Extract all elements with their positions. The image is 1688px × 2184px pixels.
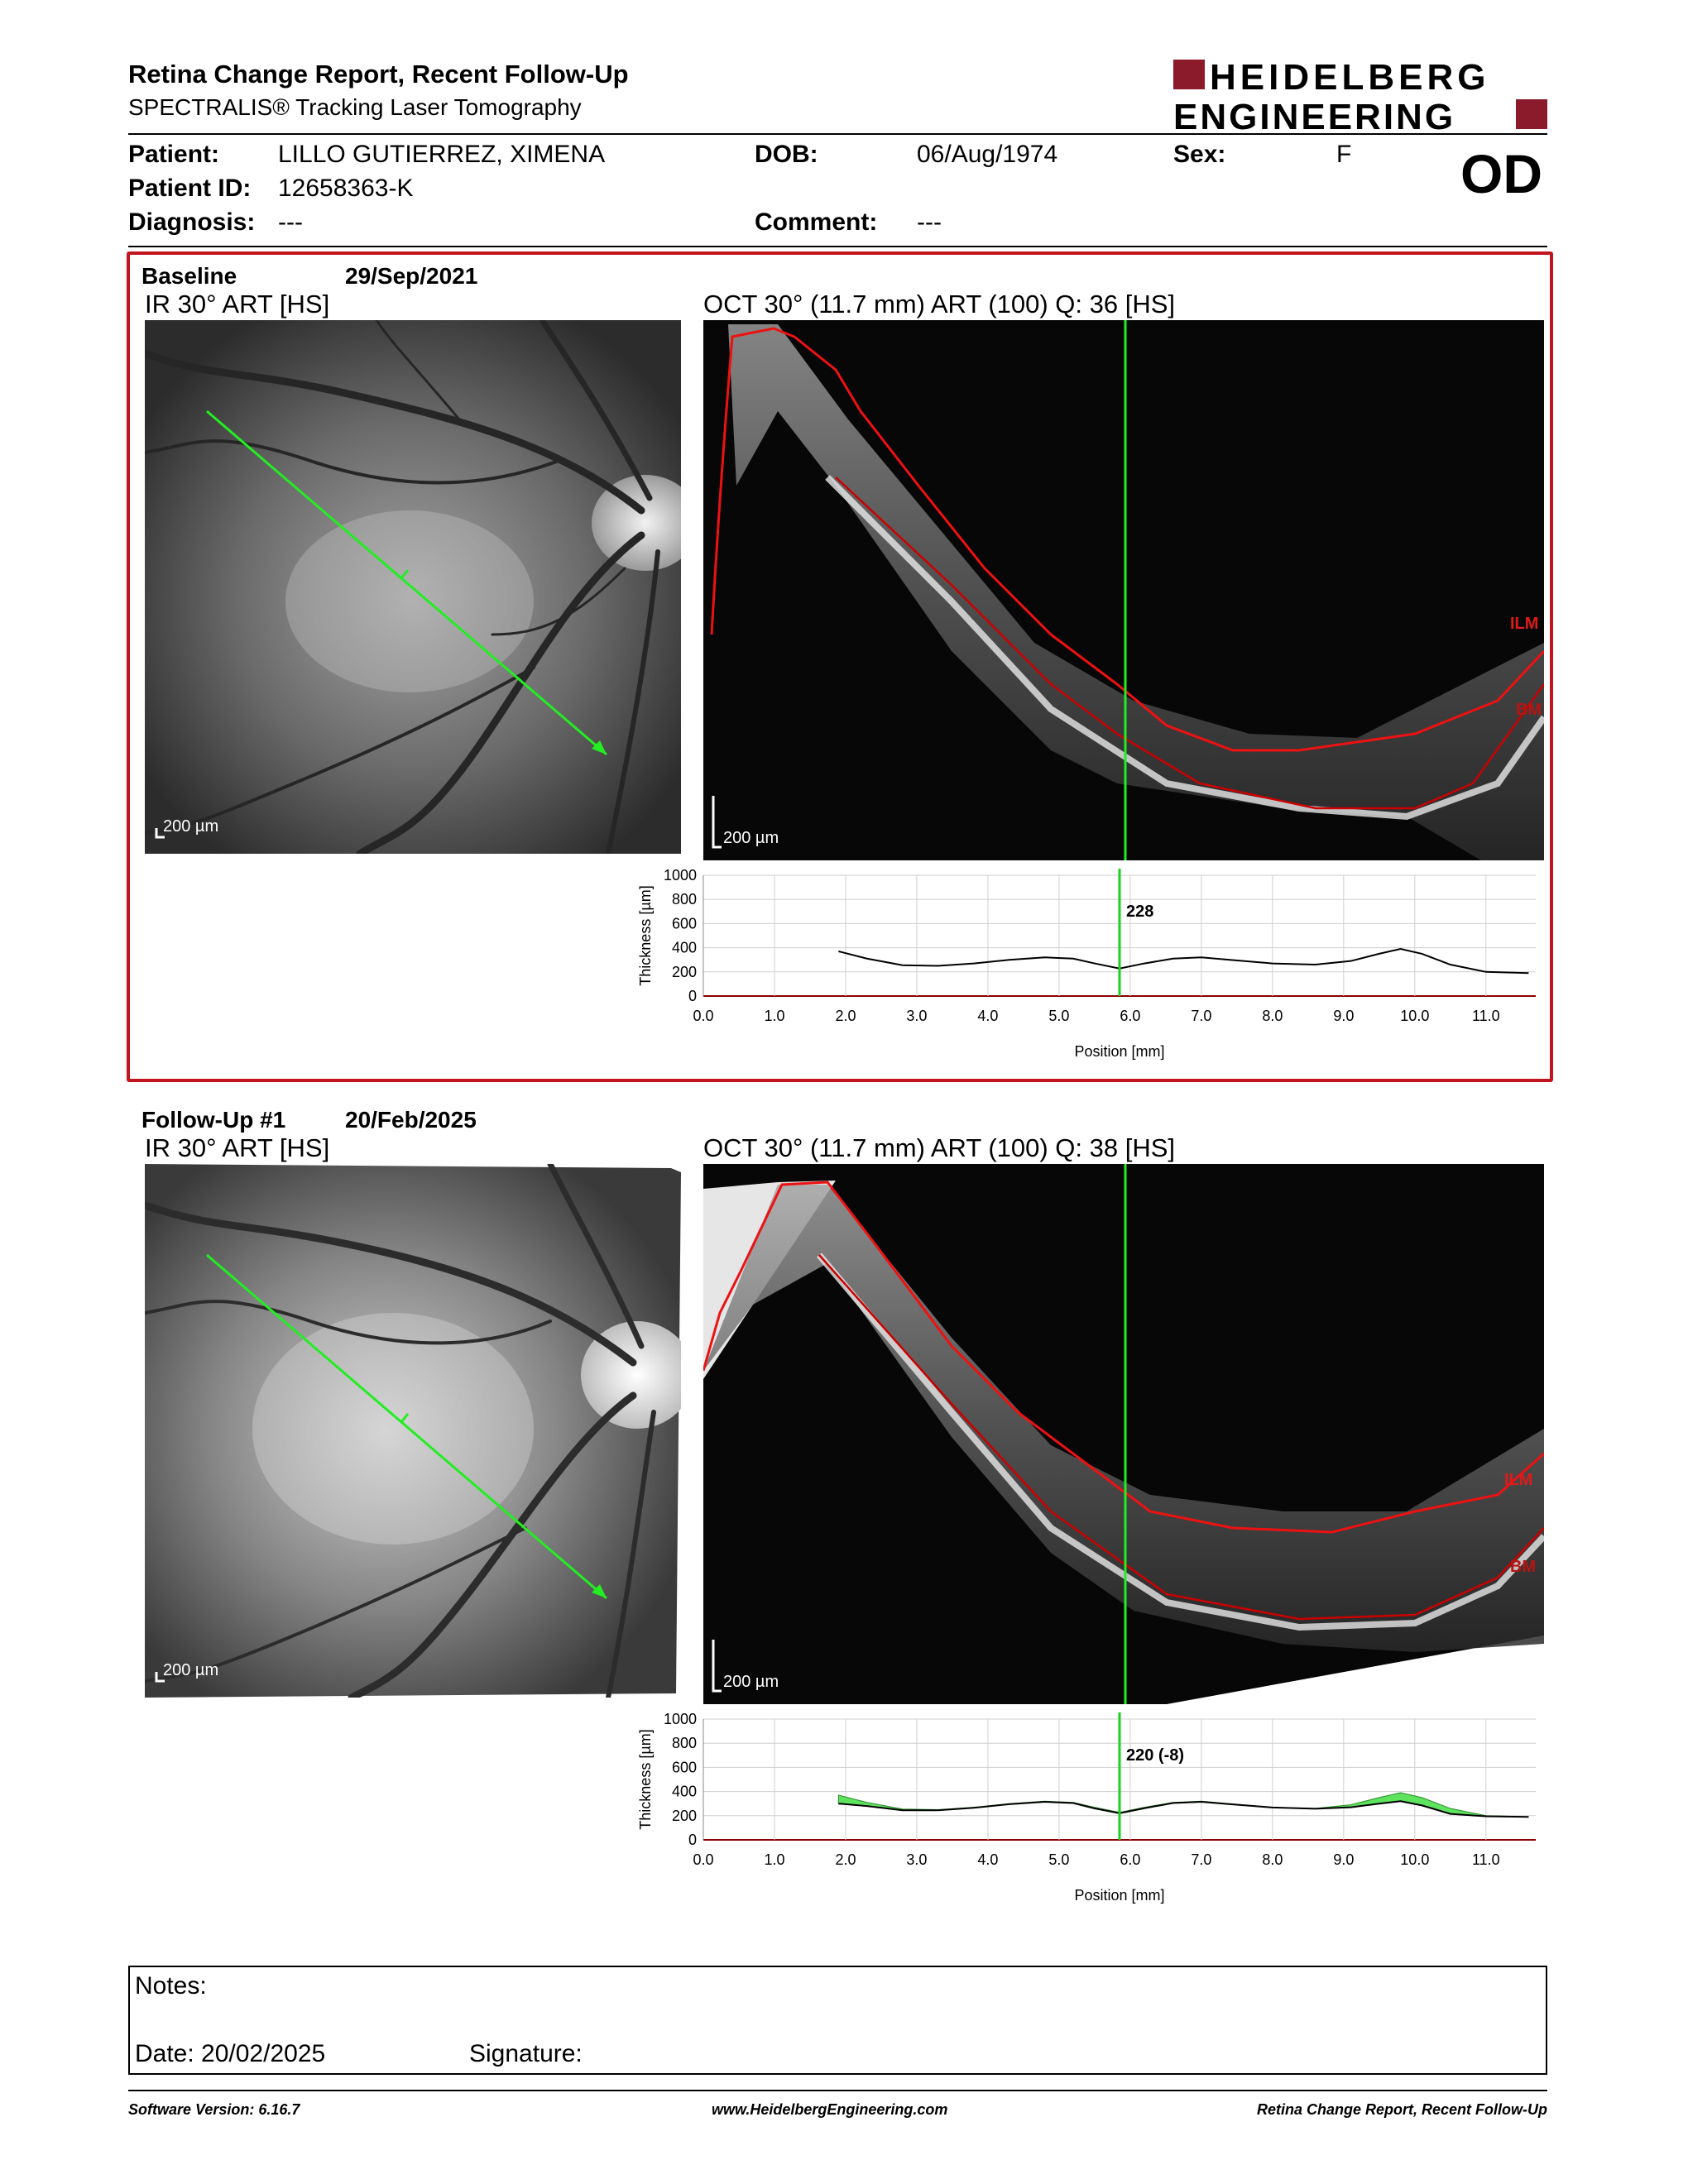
baseline-oct-scale-label: 200 µm: [723, 829, 779, 847]
baseline-label: Baseline: [141, 263, 237, 289]
baseline-ytick-label: 200: [672, 964, 697, 980]
diagnosis-value: ---: [278, 208, 303, 236]
baseline-ir-fundus-image[interactable]: 200 µm: [145, 320, 681, 854]
followup-marker-value-label: 220 (-8): [1126, 1746, 1184, 1765]
baseline-xtick-label: 3.0: [906, 1008, 927, 1024]
baseline-y-axis-title: Thickness [µm]: [637, 885, 654, 985]
followup-ilm-label: ILM: [1504, 1471, 1532, 1489]
followup-ytick-label: 800: [672, 1735, 697, 1751]
baseline-xtick-label: 10.0: [1400, 1008, 1429, 1024]
footer-software-version: Software Version: 6.16.7: [128, 2101, 300, 2118]
sex-label: Sex:: [1173, 141, 1226, 168]
followup-xtick-label: 3.0: [906, 1851, 927, 1868]
notes-box[interactable]: [128, 1966, 1547, 2075]
followup-ir-scale-label: 200 µm: [163, 1661, 218, 1679]
followup-x-axis-title: Position [mm]: [1074, 1887, 1164, 1904]
followup-ytick-label: 200: [672, 1808, 697, 1824]
patient-name: LILLO GUTIERREZ, XIMENA: [278, 141, 606, 168]
followup-label: Follow-Up #1: [141, 1107, 286, 1133]
followup-xtick-label: 2.0: [835, 1851, 856, 1868]
footer-divider: [128, 2090, 1547, 2091]
baseline-xtick-label: 7.0: [1191, 1008, 1211, 1024]
comment-value: ---: [917, 208, 942, 236]
followup-xtick-label: 1.0: [764, 1851, 784, 1868]
patient-id-value: 12658363-K: [278, 175, 414, 202]
baseline-ytick-label: 600: [672, 915, 697, 932]
followup-xtick-label: 0.0: [693, 1851, 713, 1868]
followup-ytick-label: 1000: [664, 1711, 697, 1727]
followup-xtick-label: 10.0: [1400, 1851, 1429, 1868]
svg-text:ENGINEERING: ENGINEERING: [1173, 97, 1455, 132]
patient-label: Patient:: [128, 141, 220, 168]
svg-text:HEIDELBERG: HEIDELBERG: [1210, 58, 1489, 98]
baseline-oct-bscan-image[interactable]: ILM BM 200 µm: [703, 320, 1544, 860]
baseline-xtick-label: 6.0: [1120, 1008, 1140, 1024]
followup-xtick-label: 6.0: [1120, 1851, 1140, 1868]
baseline-xtick-label: 5.0: [1048, 1008, 1069, 1024]
baseline-ilm-label: ILM: [1510, 615, 1538, 633]
diagnosis-label: Diagnosis:: [128, 208, 256, 236]
report-subtitle: SPECTRALIS® Tracking Laser Tomography: [128, 94, 582, 120]
followup-thickness-chart: 0 200 400 600 800 1000 0.0 1.0 2.0 3.0 4.0 5.0 6.0 7.…: [629, 1711, 1556, 1918]
followup-thickness-change-area: [837, 1792, 1529, 1818]
followup-ytick-label: 600: [672, 1759, 697, 1775]
followup-oct-bscan-image[interactable]: ILM BM 200 µm: [703, 1164, 1544, 1704]
baseline-ytick-label: 1000: [664, 867, 697, 884]
patient-id-label: Patient ID:: [128, 175, 252, 202]
baseline-section-frame: [127, 251, 1553, 1082]
comment-label: Comment:: [755, 208, 878, 236]
baseline-ir-scale-label: 200 µm: [163, 817, 218, 836]
followup-xtick-label: 11.0: [1472, 1851, 1500, 1868]
followup-xtick-label: 4.0: [977, 1851, 998, 1868]
baseline-thickness-line: [838, 948, 1529, 975]
baseline-xtick-label: 2.0: [835, 1008, 856, 1024]
patient-divider: [128, 246, 1547, 247]
baseline-ir-title: IR 30° ART [HS]: [145, 290, 330, 318]
baseline-xtick-label: 0.0: [693, 1008, 713, 1024]
baseline-ytick-label: 0: [688, 988, 697, 1004]
sex-value: F: [1336, 141, 1352, 168]
notes-label: Notes:: [135, 1972, 207, 2000]
followup-oct-scale-label: 200 µm: [723, 1673, 779, 1691]
followup-xtick-label: 7.0: [1191, 1851, 1211, 1868]
baseline-bm-label: BM: [1516, 701, 1542, 719]
footer-report-name: Retina Change Report, Recent Follow-Up: [1256, 2101, 1547, 2118]
baseline-xtick-label: 11.0: [1472, 1008, 1500, 1024]
dob-label: DOB:: [755, 141, 818, 168]
followup-y-axis-title: Thickness [µm]: [637, 1729, 654, 1829]
followup-xtick-label: 9.0: [1333, 1851, 1354, 1868]
baseline-ytick-label: 800: [672, 891, 697, 908]
baseline-ytick-label: 400: [672, 940, 697, 956]
baseline-xtick-label: 1.0: [764, 1008, 784, 1024]
notes-date: Date: 20/02/2025: [135, 2040, 326, 2067]
followup-ir-fundus-image[interactable]: 200 µm: [145, 1164, 681, 1698]
baseline-xtick-label: 8.0: [1262, 1008, 1283, 1024]
baseline-oct-title: OCT 30° (11.7 mm) ART (100) Q: 36 [HS]: [703, 290, 1176, 318]
baseline-xtick-label: 9.0: [1333, 1008, 1354, 1024]
followup-oct-title: OCT 30° (11.7 mm) ART (100) Q: 38 [HS]: [703, 1133, 1176, 1162]
baseline-xtick-label: 4.0: [977, 1008, 998, 1024]
followup-date: 20/Feb/2025: [345, 1107, 477, 1133]
header-divider: [128, 133, 1547, 135]
followup-thickness-line: [838, 1800, 1529, 1818]
report-title: Retina Change Report, Recent Follow-Up: [128, 60, 629, 89]
followup-bm-label: BM: [1510, 1558, 1536, 1576]
signature-label: Signature:: [469, 2040, 583, 2067]
heidelberg-logo: HEIDELBERG ENGINEERING: [1173, 57, 1550, 137]
baseline-thickness-chart: 0 200 400 600 800 1000 0.0 1.0 2.0 3.0 4.0 5.0 6.0 7.…: [629, 867, 1556, 1074]
followup-xtick-label: 5.0: [1048, 1851, 1069, 1868]
baseline-marker-value-label: 228: [1126, 903, 1153, 921]
followup-xtick-label: 8.0: [1262, 1851, 1283, 1868]
followup-ytick-label: 400: [672, 1784, 697, 1800]
baseline-x-axis-title: Position [mm]: [1074, 1043, 1164, 1060]
eye-indicator: OD: [1460, 143, 1542, 204]
followup-ytick-label: 0: [688, 1832, 697, 1848]
baseline-date: 29/Sep/2021: [345, 263, 478, 289]
dob-value: 06/Aug/1974: [917, 141, 1058, 168]
footer-website[interactable]: www.HeidelbergEngineering.com: [712, 2101, 948, 2118]
followup-ir-title: IR 30° ART [HS]: [145, 1133, 330, 1162]
